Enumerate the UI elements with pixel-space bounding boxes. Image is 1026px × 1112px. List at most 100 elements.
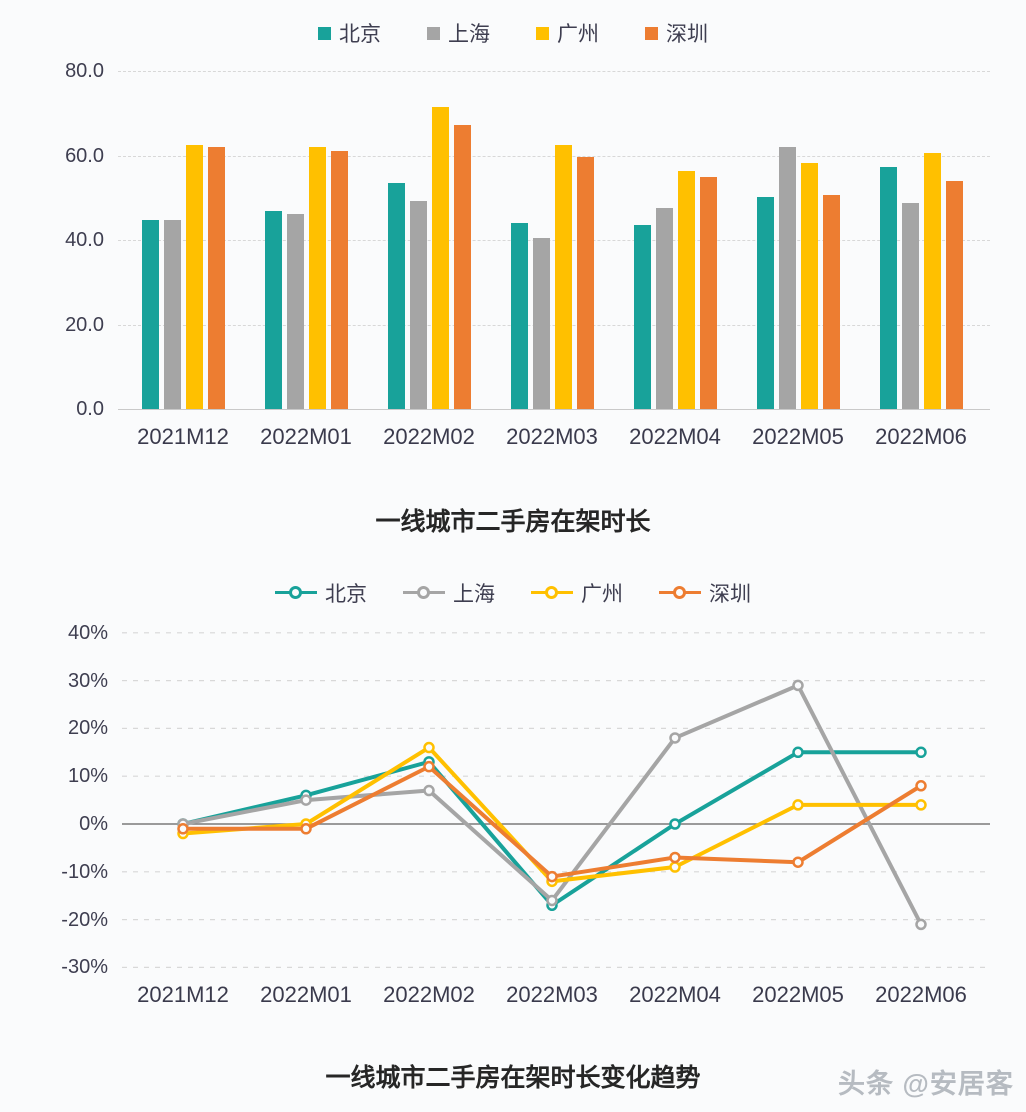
- data-point-marker-广州-2022M04: [669, 861, 681, 873]
- data-point-marker-深圳-2022M05: [792, 856, 804, 868]
- line-y-tick-label: 30%: [67, 669, 108, 692]
- bar-上海-2022M04: [655, 207, 673, 409]
- data-point-marker-上海-2022M01: [300, 794, 312, 806]
- data-point-marker-深圳-2022M02: [423, 760, 435, 773]
- data-point-marker-广州-2022M06: [915, 799, 927, 811]
- legend-marker-circle: [545, 586, 558, 599]
- data-point-marker-深圳-2021M12: [177, 823, 189, 835]
- data-point-marker-北京-2022M04: [669, 818, 681, 830]
- bar-北京-2021M12: [141, 219, 159, 409]
- legend-line-marker-icon: [531, 586, 573, 600]
- bar-深圳-2022M01: [330, 151, 348, 409]
- line-series-深圳: [181, 764, 923, 879]
- bar-北京-2022M04: [633, 225, 651, 409]
- legend-label: 广州: [581, 583, 623, 606]
- bar-广州-2022M03: [554, 145, 572, 409]
- bar-上海-2021M12: [163, 220, 181, 409]
- legend-marker-circle: [289, 586, 302, 599]
- bar-gridline: [118, 71, 990, 72]
- bar-广州-2022M05: [800, 162, 818, 409]
- line-series-广州: [181, 745, 923, 884]
- bar-上海-2022M02: [409, 201, 427, 409]
- bar-上海-2022M03: [532, 237, 550, 409]
- legend-marker-circle: [417, 586, 430, 599]
- line-x-category-label: 2022M02: [383, 982, 475, 1007]
- line-x-category-label: 2022M04: [629, 982, 721, 1007]
- line-y-tick-label: 40%: [67, 621, 108, 644]
- line-y-tick-label: -10%: [61, 860, 108, 883]
- data-point-marker-深圳-2022M01: [300, 823, 312, 835]
- legend-item-2: 广州: [531, 578, 623, 608]
- bar-baseline: [118, 409, 990, 410]
- bar-上海-2022M06: [901, 203, 919, 409]
- legend-swatch-icon: [536, 26, 549, 40]
- legend-item-3: 深圳: [645, 18, 708, 48]
- bar-深圳-2022M02: [453, 125, 471, 409]
- line-x-category-label: 2022M01: [260, 982, 352, 1007]
- legend-line-marker-icon: [275, 586, 317, 600]
- legend-label: 上海: [453, 583, 495, 606]
- bar-深圳-2022M06: [945, 181, 963, 409]
- legend-item-0: 北京: [318, 18, 381, 48]
- watermark: 头条 @安居客: [838, 1069, 1014, 1099]
- legend-item-1: 上海: [403, 578, 495, 608]
- data-point-marker-广州-2022M02: [423, 741, 435, 754]
- line-chart-title: 一线城市二手房在架时长变化趋势: [325, 1064, 701, 1092]
- bar-chart-legend: 北京 上海 广州 深圳: [0, 18, 1026, 48]
- data-point-marker-广州-2022M05: [792, 799, 804, 811]
- bar-y-tick-label: 80.0: [65, 60, 104, 82]
- bar-gridline: [118, 240, 990, 241]
- data-point-marker-上海-2022M04: [669, 732, 681, 744]
- bar-x-category-label: 2022M05: [752, 424, 844, 449]
- legend-item-0: 北京: [275, 578, 367, 608]
- legend-label: 深圳: [709, 583, 751, 606]
- bar-深圳-2022M05: [822, 195, 840, 409]
- line-y-tick-label: 20%: [67, 717, 108, 740]
- bar-chart-plot-area: [118, 71, 990, 410]
- data-point-marker-上海-2022M02: [423, 784, 435, 797]
- bar-gridline: [118, 324, 990, 326]
- bar-x-category-label: 2021M12: [137, 424, 229, 449]
- bar-x-category-label: 2022M03: [506, 424, 598, 449]
- legend-swatch-icon: [645, 26, 658, 40]
- bar-广州-2022M02: [431, 107, 449, 409]
- legend-label: 北京: [325, 583, 367, 606]
- bar-上海-2022M01: [286, 213, 304, 409]
- data-point-marker-深圳-2022M06: [915, 780, 927, 792]
- bar-深圳-2022M04: [699, 177, 717, 409]
- bar-广州-2022M04: [677, 171, 695, 409]
- bar-深圳-2021M12: [207, 147, 225, 409]
- line-y-tick-label: -20%: [61, 908, 108, 931]
- line-x-category-label: 2022M06: [875, 982, 967, 1007]
- legend-line-marker-icon: [403, 586, 445, 600]
- bar-x-category-label: 2022M06: [875, 424, 967, 449]
- legend-label: 上海: [448, 23, 490, 46]
- bar-广州-2022M01: [308, 147, 326, 409]
- legend-swatch-icon: [427, 26, 440, 40]
- bar-y-tick-label: 20.0: [65, 313, 104, 336]
- bar-上海-2022M05: [778, 147, 796, 409]
- bar-y-tick-label: 0.0: [76, 398, 104, 420]
- legend-item-1: 上海: [427, 18, 490, 48]
- bar-北京-2022M06: [879, 166, 897, 409]
- bar-北京-2022M05: [756, 196, 774, 409]
- line-x-category-label: 2021M12: [137, 982, 229, 1007]
- bar-广州-2021M12: [185, 145, 203, 409]
- bar-y-tick-label: 40.0: [65, 229, 104, 251]
- line-y-tick-label: -30%: [61, 956, 108, 979]
- bar-北京-2022M03: [510, 223, 528, 409]
- legend-label: 深圳: [666, 23, 708, 46]
- bar-x-category-label: 2022M04: [629, 424, 721, 449]
- bar-chart-title: 一线城市二手房在架时长: [375, 508, 651, 536]
- line-chart-plot-area: [122, 632, 990, 968]
- bar-深圳-2022M03: [576, 156, 594, 409]
- legend-item-3: 深圳: [659, 578, 751, 608]
- bar-广州-2022M06: [923, 153, 941, 409]
- legend-item-2: 广州: [536, 18, 599, 48]
- data-point-marker-深圳-2022M04: [669, 851, 681, 864]
- bar-x-category-label: 2022M02: [383, 424, 475, 449]
- line-y-tick-label: 0%: [79, 813, 108, 835]
- bar-x-category-label: 2022M01: [260, 424, 352, 449]
- bar-北京-2022M01: [264, 211, 282, 409]
